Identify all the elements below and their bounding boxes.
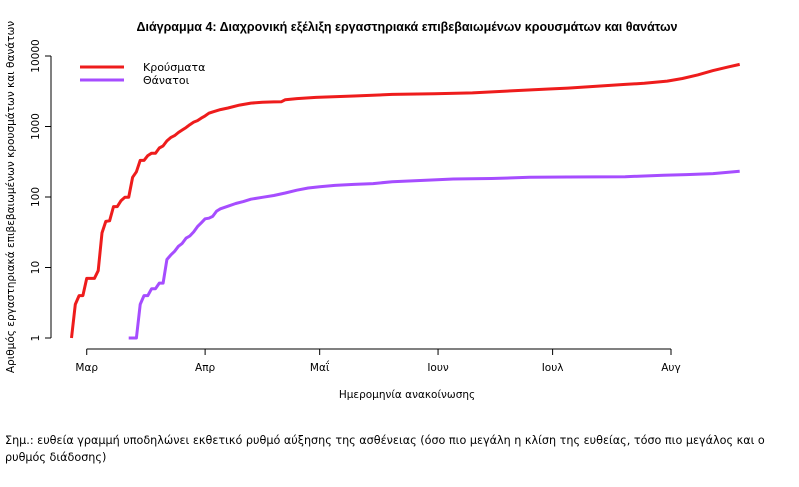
chart-canvas: Διάγραμμα 4: Διαχρονική εξέλιξη εργαστηρ…: [5, 20, 741, 401]
y-tick-label: 1: [30, 335, 42, 342]
y-axis-label: Αριθμός εργαστηριακά επιβεβαιωμένων κρου…: [5, 21, 17, 373]
series-line-deaths: [128, 169, 740, 340]
chart-title: Διάγραμμα 4: Διαχρονική εξέλιξη εργαστηρ…: [136, 20, 677, 34]
y-tick-label: 10: [30, 261, 42, 274]
series-layer: [70, 62, 741, 340]
x-tick-label: Απρ: [195, 362, 216, 374]
legend: Κρούσματα Θάνατοι: [80, 61, 205, 87]
x-axis: Μαρ Απρ Μαΐ Ιουν Ιουλ Αυγ: [75, 348, 681, 374]
legend-label-cases: Κρούσματα: [143, 61, 205, 74]
x-tick-label: Μαΐ: [310, 360, 330, 374]
y-tick-label: 100: [30, 187, 42, 207]
series-line-cases: [70, 62, 741, 339]
x-tick-label: Αυγ: [661, 362, 680, 374]
y-tick-label: 1000: [30, 113, 42, 140]
x-axis-label: Ημερομηνία ανακοίνωσης: [339, 389, 475, 401]
legend-label-deaths: Θάνατοι: [143, 74, 190, 87]
x-tick-label: Ιουλ: [542, 362, 564, 374]
x-tick-label: Ιουν: [427, 362, 449, 374]
y-tick-label: 10000: [30, 39, 42, 72]
chart-note: Σημ.: ευθεία γραμμή υποδηλώνει εκθετικό …: [5, 434, 765, 464]
x-tick-label: Μαρ: [75, 362, 98, 374]
y-axis: 1 10 100 1000 10000: [30, 39, 52, 342]
